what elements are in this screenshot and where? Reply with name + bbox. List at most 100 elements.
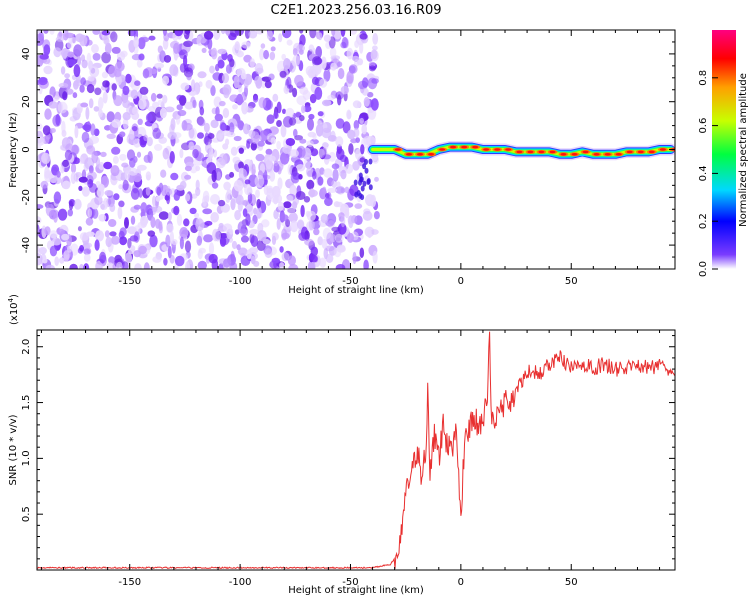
heatmap-cell: [167, 211, 172, 221]
heatmap-cell: [180, 82, 190, 91]
y-tick-label: 40: [21, 48, 32, 61]
heatmap-cell: [337, 68, 345, 80]
heatmap-cell: [106, 262, 115, 269]
heatmap-cell: [127, 238, 132, 249]
heatmap-cell: [109, 231, 117, 237]
heatmap-cell: [91, 208, 99, 219]
heatmap-cell: [169, 151, 175, 164]
signal-hotspot: [615, 153, 622, 156]
heatmap-cell: [179, 236, 184, 250]
heatmap-cell: [290, 171, 300, 184]
heatmap-cell: [233, 135, 242, 142]
heatmap-cell: [241, 41, 251, 49]
heatmap-cell: [285, 107, 295, 118]
heatmap-cell: [368, 61, 376, 67]
heatmap-cell: [312, 56, 322, 66]
heatmap-cell: [108, 65, 117, 78]
heatmap-cell: [108, 219, 117, 227]
heatmap-cell: [247, 192, 253, 204]
heatmap-cell: [254, 174, 265, 188]
heatmap-cell: [248, 30, 258, 39]
heatmap-cell: [148, 35, 156, 41]
heatmap-cell: [44, 226, 51, 236]
spectrogram-xlabel: Height of straight line (km): [288, 285, 424, 296]
heatmap-cell: [348, 64, 358, 74]
heatmap-cell: [140, 36, 150, 43]
heatmap-cell: [370, 98, 379, 111]
heatmap-cell: [282, 144, 292, 154]
heatmap-cell: [246, 140, 251, 149]
heatmap-cell: [104, 42, 112, 55]
signal-hotspot: [604, 153, 611, 156]
heatmap-cell: [242, 208, 248, 218]
heatmap-cell: [177, 109, 187, 117]
y-tick-label: -20: [21, 189, 32, 205]
heatmap-cell: [119, 153, 127, 161]
heatmap-cell: [363, 96, 370, 107]
heatmap-cell: [352, 251, 357, 265]
heatmap-cell: [87, 178, 94, 188]
heatmap-cell: [268, 73, 275, 81]
heatmap-cell: [331, 226, 341, 232]
heatmap-cell: [204, 132, 209, 146]
heatmap-cell: [195, 165, 201, 172]
heatmap-cell: [49, 30, 55, 35]
heatmap-cell: [332, 168, 339, 182]
heatmap-cell: [299, 86, 309, 95]
heatmap-cell: [269, 51, 276, 61]
heatmap-cell: [355, 137, 361, 144]
heatmap-cell: [98, 97, 104, 110]
heatmap-cell: [179, 227, 189, 239]
heatmap-cell: [361, 123, 368, 135]
heatmap-cell: [238, 84, 243, 93]
heatmap-cell: [194, 212, 200, 219]
heatmap-cell: [65, 88, 74, 95]
heatmap-cell: [162, 75, 170, 85]
heatmap-cell: [103, 161, 113, 170]
signal-hotspot: [505, 148, 512, 151]
heatmap-cell: [210, 212, 219, 223]
heatmap-cell: [110, 31, 118, 43]
heatmap-cell: [72, 92, 78, 99]
heatmap-cell: [312, 170, 317, 180]
heatmap-cell: [348, 215, 354, 229]
heatmap-cell: [150, 92, 157, 102]
heatmap-cell: [304, 156, 311, 169]
heatmap-cell: [225, 138, 230, 146]
heatmap-cell: [110, 165, 120, 177]
snr-axes: -150 -100 -50 0 50 0.5 1.0 1.5 2.0: [21, 330, 675, 588]
heatmap-cell: [90, 123, 96, 136]
heatmap-cell: [344, 209, 350, 219]
heatmap-cell: [64, 32, 75, 39]
heatmap-cell: [315, 123, 324, 137]
heatmap-cell: [157, 99, 163, 106]
heatmap-cell: [104, 190, 114, 196]
heatmap-cell: [360, 194, 365, 201]
heatmap-cell: [244, 179, 251, 185]
heatmap-cell: [244, 184, 252, 196]
heatmap-cell: [272, 93, 279, 102]
heatmap-cell: [64, 73, 70, 79]
heatmap-cell: [287, 255, 296, 266]
heatmap-cell: [101, 30, 111, 36]
signal-hotspot: [637, 150, 644, 154]
heatmap-cell: [128, 167, 139, 176]
heatmap-cell: [359, 117, 365, 125]
heatmap-cell: [92, 53, 101, 61]
heatmap-cell: [244, 30, 251, 39]
heatmap-cell: [98, 108, 103, 118]
heatmap-cell: [213, 30, 221, 40]
heatmap-cell: [280, 214, 289, 222]
heatmap-cell: [195, 218, 205, 232]
heatmap-cell: [83, 248, 91, 255]
heatmap-cell: [169, 231, 174, 244]
signal-hotspot: [560, 153, 567, 156]
heatmap-cell: [220, 30, 226, 35]
x-tick-label: 0: [458, 276, 464, 287]
heatmap-cell: [92, 30, 101, 35]
x-tick-label: -100: [229, 276, 252, 287]
heatmap-cell: [233, 75, 240, 89]
heatmap-cell: [102, 91, 108, 104]
heatmap-cell: [283, 201, 292, 209]
